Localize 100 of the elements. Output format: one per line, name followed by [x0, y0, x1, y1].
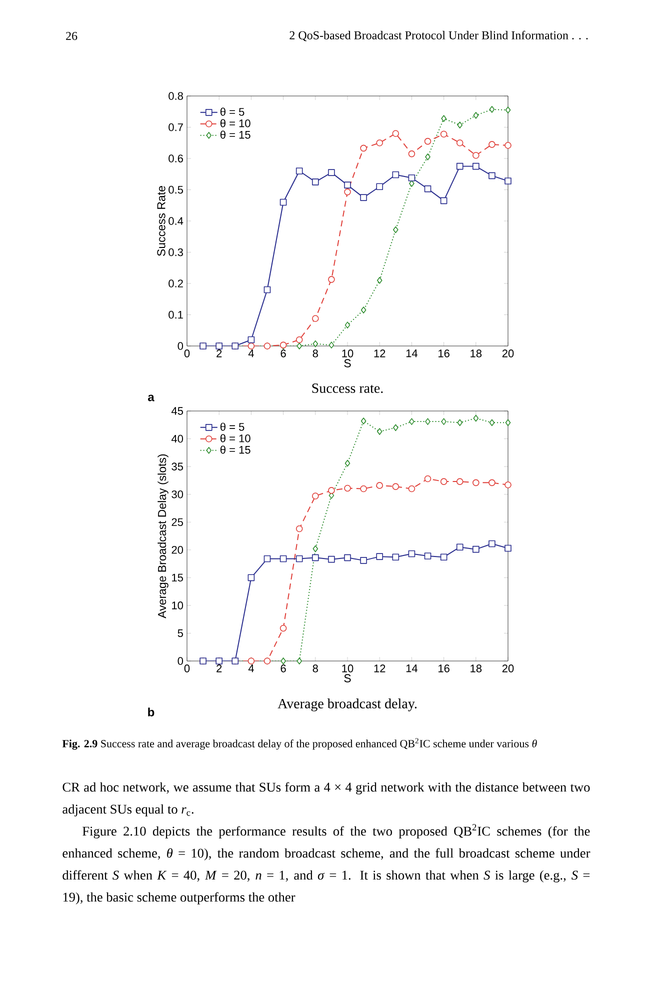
point	[344, 322, 350, 328]
y-tick-label: 25	[172, 518, 183, 526]
point	[264, 555, 271, 562]
y-tick-label: 10	[172, 602, 184, 610]
x-tick-label: 10	[342, 664, 354, 672]
point	[312, 315, 319, 322]
point	[425, 154, 430, 160]
point	[280, 555, 287, 562]
y-tick-label: 30	[172, 490, 184, 498]
text: b	[148, 708, 154, 716]
point	[456, 544, 464, 551]
point	[248, 574, 255, 582]
x-tick-label: 18	[470, 350, 482, 358]
point	[488, 540, 496, 548]
point	[393, 226, 398, 234]
point	[360, 485, 367, 492]
point	[472, 152, 480, 159]
point	[504, 142, 512, 149]
x-tick-label: 12	[374, 350, 386, 358]
point	[457, 122, 463, 128]
x-tick-label: 16	[438, 350, 450, 358]
y-tick-label: 0	[178, 657, 184, 665]
x-tick-label: 16	[438, 664, 450, 672]
point	[489, 106, 495, 113]
text: Figure 2.10 depicts the performance results of the two proposed QB$^{2}$IC schemes (for the enhanced scheme, θ = 10), the random broadcast scheme, and the full broadcast scheme under different S when K = 40, M = 20, n = 1, and σ = 1. It is shown that when S is large (e.g., S = 19), the basic scheme outperforms the other	[62, 824, 590, 904]
text: Fig. 2.9 Success rate and average broadcast delay of the proposed enhanced QB$^{2}$IC scheme under various θ	[62, 738, 537, 750]
point	[296, 342, 302, 350]
text: a	[148, 394, 154, 402]
text: 2 QoS-based Broadcast Protocol Under Blind Information . . .	[290, 30, 588, 42]
y-axis-title: Success Rate	[157, 186, 166, 256]
point	[312, 554, 319, 562]
point	[344, 188, 351, 196]
point	[312, 545, 318, 552]
point	[360, 418, 366, 424]
point	[440, 478, 448, 485]
point	[456, 139, 464, 146]
x-tick-label: 14	[406, 350, 418, 358]
point	[376, 428, 382, 435]
text: Success rate.	[312, 384, 383, 393]
point	[392, 483, 400, 490]
x-axis-title: S	[344, 674, 351, 682]
point	[441, 115, 446, 122]
point	[440, 554, 448, 561]
point	[312, 492, 319, 500]
x-tick-label: 0	[184, 350, 190, 358]
y-tick-label: 0.8	[168, 92, 183, 100]
point	[264, 286, 271, 294]
point	[473, 414, 479, 422]
point	[376, 553, 384, 560]
point	[392, 130, 400, 137]
point	[344, 484, 351, 492]
point	[457, 419, 463, 426]
y-tick-label: 0.4	[168, 217, 184, 225]
point	[328, 169, 335, 176]
point	[408, 485, 416, 492]
point	[392, 171, 400, 178]
point	[441, 418, 446, 425]
text: 26	[66, 32, 78, 40]
point	[440, 130, 448, 138]
y-tick-label: 35	[172, 462, 183, 470]
point	[248, 336, 255, 344]
point	[344, 460, 350, 467]
point	[488, 172, 496, 180]
x-tick-label: 0	[184, 664, 190, 672]
y-tick-label: 0.6	[168, 154, 183, 162]
y-tick-label: 0	[178, 342, 184, 350]
point	[424, 552, 432, 560]
y-tick-label: 40	[171, 434, 184, 443]
point	[296, 168, 303, 174]
point	[312, 340, 318, 348]
point	[280, 624, 287, 632]
point	[505, 106, 511, 114]
point	[408, 550, 416, 558]
point	[328, 556, 335, 563]
x-tick-label: 2	[216, 664, 222, 672]
point	[456, 162, 464, 170]
point	[424, 475, 432, 482]
point	[440, 197, 448, 204]
point	[360, 144, 367, 152]
point	[473, 112, 479, 119]
legend-label: θ = 15	[220, 130, 250, 139]
point	[328, 487, 335, 494]
point	[488, 479, 496, 486]
point	[344, 182, 351, 188]
point	[424, 185, 432, 192]
x-tick-label: 4	[248, 664, 254, 672]
y-tick-label: 0.1	[168, 310, 183, 319]
x-tick-label: 8	[312, 664, 318, 672]
point	[328, 342, 334, 348]
point	[360, 194, 367, 201]
y-tick-label: 0.2	[168, 280, 183, 288]
point	[328, 276, 335, 283]
y-tick-label: 0.7	[168, 123, 183, 132]
y-tick-label: 0.5	[168, 186, 183, 194]
point	[504, 178, 512, 184]
point	[296, 658, 302, 664]
x-tick-label: 8	[312, 350, 318, 358]
legend-label: θ = 5	[220, 108, 244, 116]
point	[376, 276, 382, 284]
x-tick-label: 2	[216, 350, 222, 358]
